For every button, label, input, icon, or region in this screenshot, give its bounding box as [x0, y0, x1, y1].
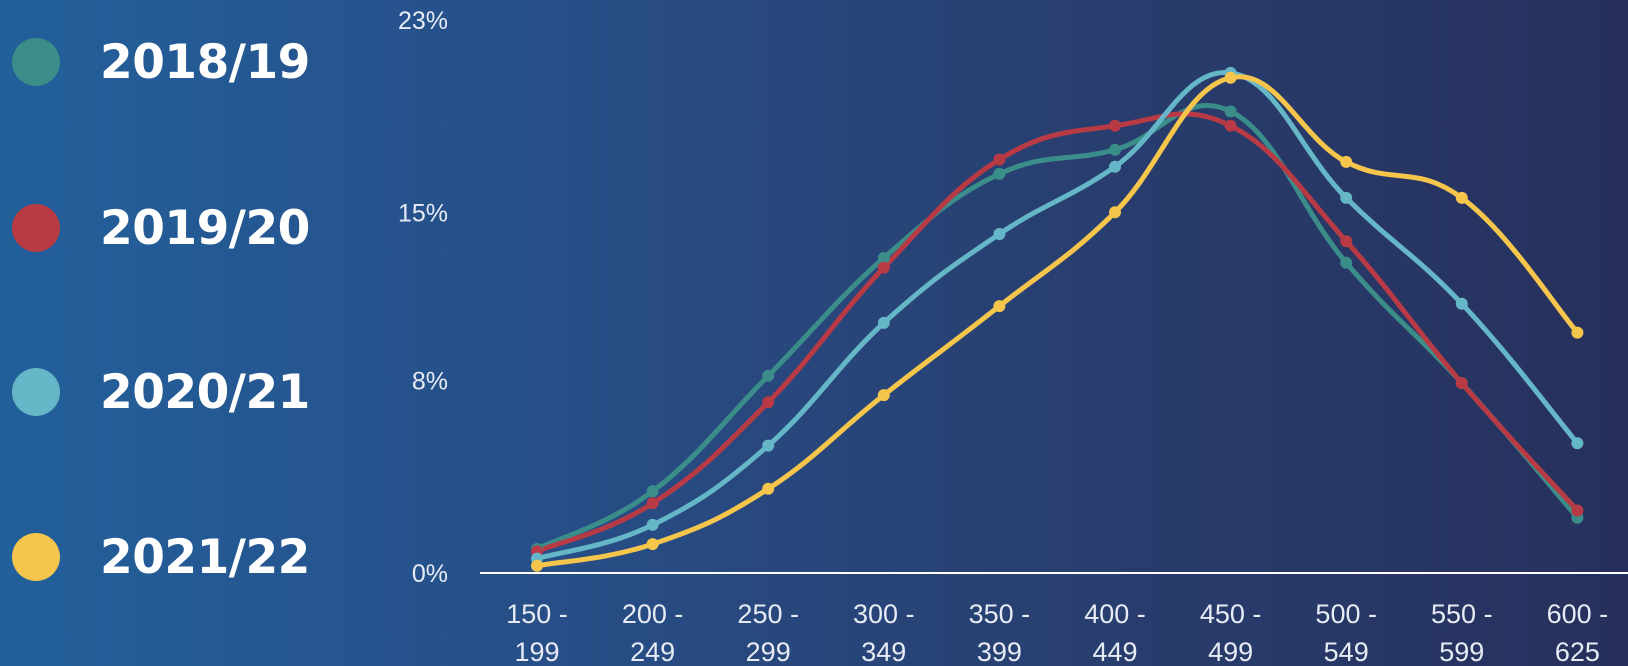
data-point-2021-22 [762, 482, 775, 495]
x-tick-label: 350 - [969, 599, 1031, 629]
x-tick-label: 300 - [853, 599, 915, 629]
data-point-2018-19 [1224, 105, 1237, 118]
legend-item-2019-20: 2019/20 [12, 198, 310, 258]
legend-item-2020-21: 2020/21 [12, 362, 310, 422]
legend-item-2018-19: 2018/19 [12, 32, 310, 92]
data-point-2021-22 [1340, 155, 1353, 168]
data-point-2019-20 [1340, 235, 1353, 248]
data-point-2021-22 [1571, 326, 1584, 339]
data-point-2020-21 [1340, 191, 1353, 204]
legend-marker-2018-19 [12, 38, 60, 86]
data-point-2021-22 [1455, 191, 1468, 204]
data-point-2018-19 [1109, 143, 1121, 156]
data-point-2019-20 [1571, 504, 1584, 517]
x-tick-label: 299 [746, 637, 791, 666]
data-point-2020-21 [1109, 160, 1121, 173]
legend-marker-2020-21 [12, 368, 60, 416]
data-point-2021-22 [993, 300, 1006, 313]
x-tick-label: 599 [1439, 637, 1484, 666]
data-point-2021-22 [1224, 71, 1237, 84]
data-point-2021-22 [877, 389, 890, 402]
legend-marker-2021-22 [12, 533, 60, 581]
legend-label-2021-22: 2021/22 [100, 529, 310, 585]
x-tick-label: 500 - [1315, 599, 1377, 629]
legend: 2018/19 2019/20 2020/21 2021/22 [0, 0, 340, 666]
x-tick-label: 550 - [1431, 599, 1493, 629]
y-tick-label: 0% [412, 560, 448, 588]
series-lines [534, 70, 1580, 569]
data-point-2018-19 [762, 369, 775, 382]
y-tick-label: 15% [398, 199, 448, 227]
y-axis-tick-labels: 0% 8% 15% 23% [398, 7, 448, 588]
data-point-2018-19 [993, 167, 1006, 180]
data-point-2020-21 [1455, 297, 1468, 310]
x-tick-label: 450 - [1200, 599, 1262, 629]
x-axis-tick-labels: 150 - 199 200 - 249 250 - 299 300 - 349 350 - 399… [506, 599, 1608, 666]
x-tick-label: 625 [1555, 637, 1600, 666]
data-point-2020-21 [762, 439, 775, 452]
data-point-2021-22 [646, 538, 659, 551]
x-tick-label: 600 - [1547, 599, 1609, 629]
data-point-2019-20 [646, 497, 659, 510]
data-point-2019-20 [993, 153, 1006, 166]
data-point-2020-21 [993, 228, 1006, 240]
legend-label-2020-21: 2020/21 [100, 364, 310, 420]
x-tick-label: 200 - [622, 599, 684, 629]
data-point-2021-22 [1109, 206, 1121, 219]
x-tick-label: 199 [514, 637, 559, 666]
y-tick-label: 8% [412, 368, 448, 396]
x-tick-label: 400 - [1084, 599, 1146, 629]
data-point-2018-19 [877, 252, 890, 264]
legend-marker-2019-20 [12, 204, 60, 252]
legend-item-2021-22: 2021/22 [12, 527, 310, 587]
x-tick-label: 349 [861, 637, 906, 666]
data-point-2019-20 [1224, 119, 1237, 132]
data-point-2020-21 [1571, 437, 1584, 450]
x-tick-label: 399 [977, 637, 1022, 666]
y-tick-label: 23% [398, 7, 448, 35]
data-point-2019-20 [762, 396, 775, 409]
data-point-2020-21 [646, 518, 659, 531]
legend-label-2019-20: 2019/20 [100, 200, 310, 256]
x-tick-label: 250 - [737, 599, 799, 629]
series-line-2021-22 [534, 74, 1580, 569]
data-point-2018-19 [646, 485, 659, 498]
series-points [531, 66, 1584, 572]
x-tick-label: 549 [1324, 637, 1369, 666]
x-tick-label: 249 [630, 637, 675, 666]
data-point-2018-19 [1340, 256, 1353, 269]
data-point-2019-20 [1109, 119, 1121, 132]
data-point-2019-20 [1455, 377, 1468, 390]
series-line-2018-19 [534, 103, 1580, 552]
data-point-2021-22 [531, 559, 543, 572]
series-line-2019-20 [534, 111, 1580, 554]
x-tick-label: 449 [1092, 637, 1137, 666]
data-point-2020-21 [877, 316, 890, 329]
data-point-2019-20 [877, 261, 890, 274]
legend-label-2018-19: 2018/19 [100, 34, 310, 90]
series-line-2020-21 [534, 70, 1580, 562]
x-tick-label: 150 - [506, 599, 568, 629]
x-tick-label: 499 [1208, 637, 1253, 666]
